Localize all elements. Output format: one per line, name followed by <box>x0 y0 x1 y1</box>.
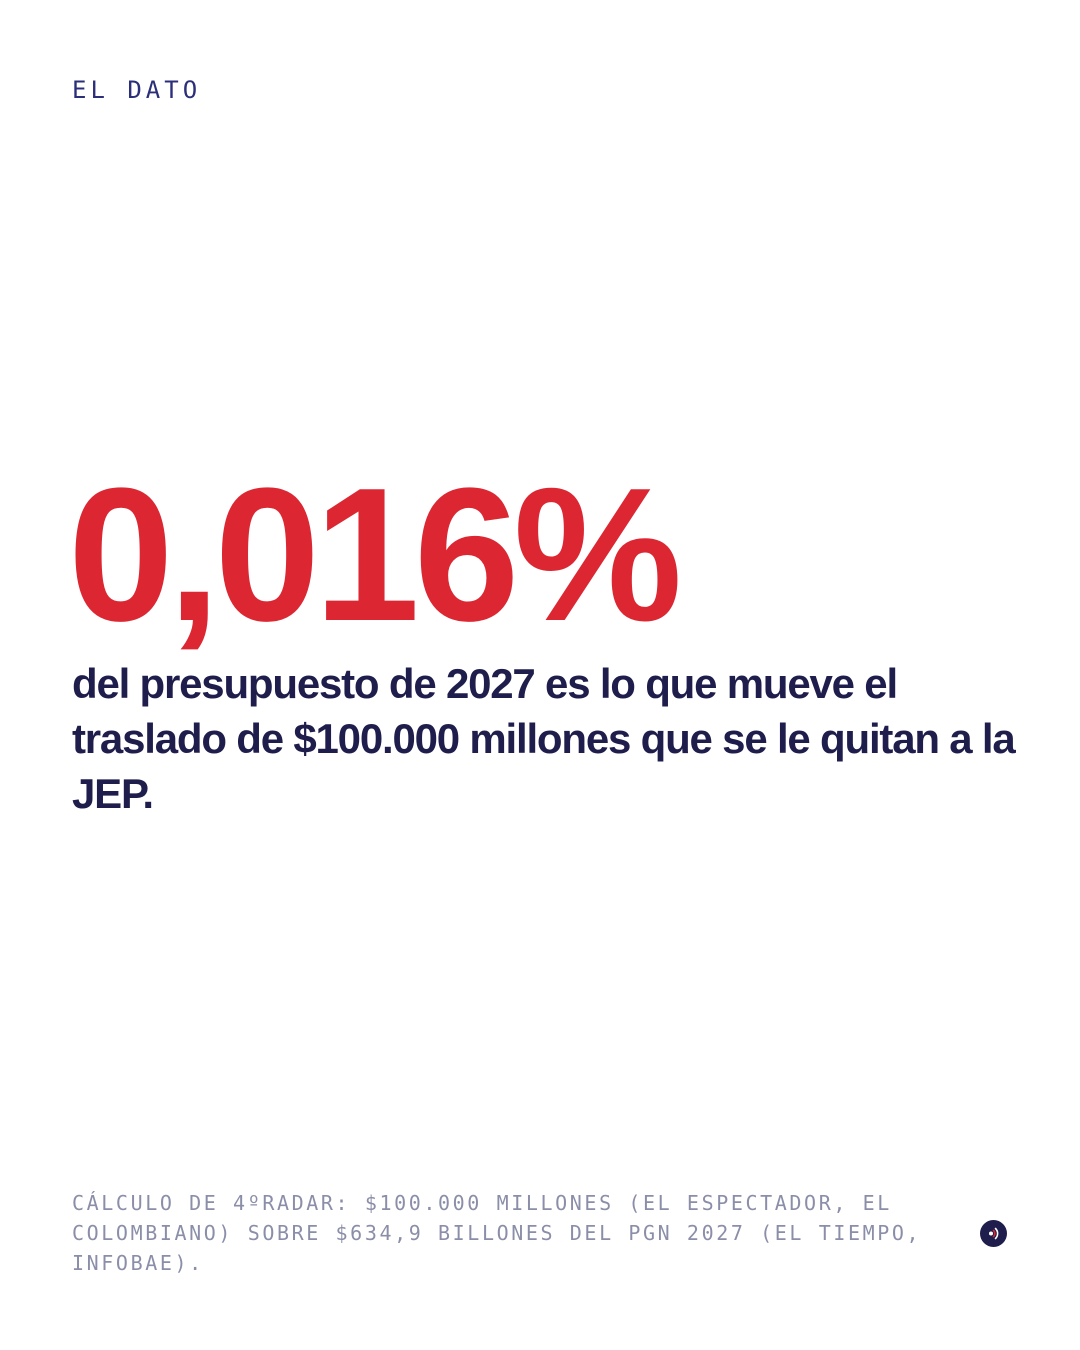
radar-signal-icon <box>980 1220 1007 1247</box>
section-kicker: EL DATO <box>72 76 202 104</box>
headline-figure: 0,016% <box>68 449 682 661</box>
source-footnote: CÁLCULO DE 4ºRADAR: $100.000 MILLONES (E… <box>72 1191 922 1275</box>
headline-statement: del presupuesto de 2027 es lo que mueve … <box>72 660 1016 817</box>
